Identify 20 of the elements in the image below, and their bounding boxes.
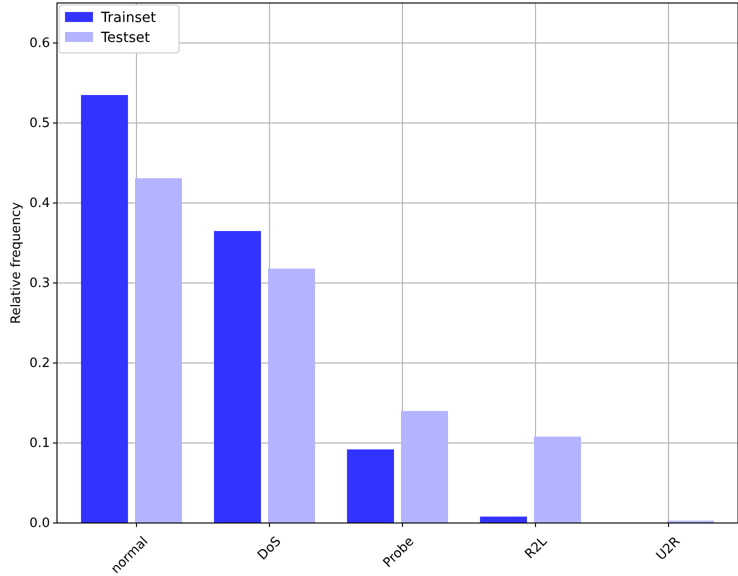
y-tick-label: 0.6: [29, 36, 50, 52]
y-tick-label: 0.5: [29, 116, 50, 132]
y-tick-label: 0.0: [29, 516, 50, 532]
y-tick-label: 0.3: [29, 276, 50, 292]
legend-label: Testset: [100, 30, 150, 46]
legend-label: Trainset: [100, 10, 156, 26]
x-tick-label: R2L: [522, 534, 551, 562]
bar: [134, 178, 182, 523]
bar: [268, 268, 315, 523]
bar: [347, 449, 394, 523]
bar: [214, 231, 261, 523]
y-tick-label: 0.2: [29, 356, 50, 372]
bar: [534, 436, 582, 523]
bar: [401, 411, 448, 523]
bar: [480, 516, 528, 523]
x-tick-label: U2R: [654, 534, 684, 564]
y-axis-title: Relative frequency: [9, 202, 24, 324]
y-tick-label: 0.4: [29, 196, 50, 212]
y-tick-label: 0.1: [29, 436, 50, 452]
bar: [80, 95, 128, 523]
